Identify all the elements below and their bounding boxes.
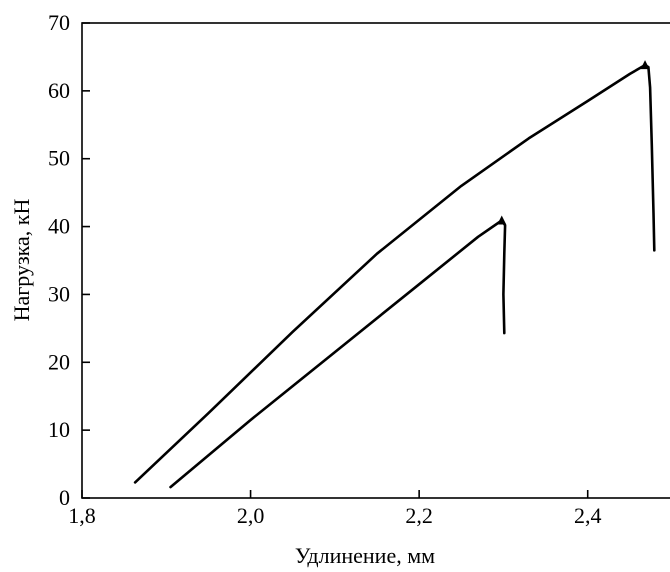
axis-tick-labels: 1,8 2,0 2,2 2,4 0 10 20 30 40 50 60 70 bbox=[48, 10, 601, 528]
series-2-peak-marker bbox=[497, 215, 507, 225]
series-layer bbox=[133, 60, 656, 489]
y-tick-label-1: 10 bbox=[48, 417, 70, 442]
y-tick-label-0: 0 bbox=[59, 485, 70, 510]
series-2-line bbox=[169, 219, 507, 489]
x-axis-title: Удлинение, мм bbox=[295, 543, 435, 568]
y-tick-label-5: 50 bbox=[48, 146, 70, 171]
series-1-peak-marker bbox=[640, 60, 650, 70]
x-tick-label-2: 2,2 bbox=[405, 503, 433, 528]
y-axis-title: Нагрузка, кН bbox=[9, 199, 34, 322]
y-tick-label-6: 60 bbox=[48, 78, 70, 103]
y-tick-label-3: 30 bbox=[48, 281, 70, 306]
y-tick-label-4: 40 bbox=[48, 214, 70, 239]
axis-ticks bbox=[81, 22, 589, 499]
series-1-line bbox=[133, 63, 656, 484]
x-tick-label-0: 1,8 bbox=[68, 503, 96, 528]
plot-frame bbox=[81, 22, 670, 499]
x-tick-label-3: 2,4 bbox=[574, 503, 602, 528]
y-tick-label-7: 70 bbox=[48, 10, 70, 35]
y-tick-label-2: 20 bbox=[48, 349, 70, 374]
x-tick-label-1: 2,0 bbox=[237, 503, 265, 528]
